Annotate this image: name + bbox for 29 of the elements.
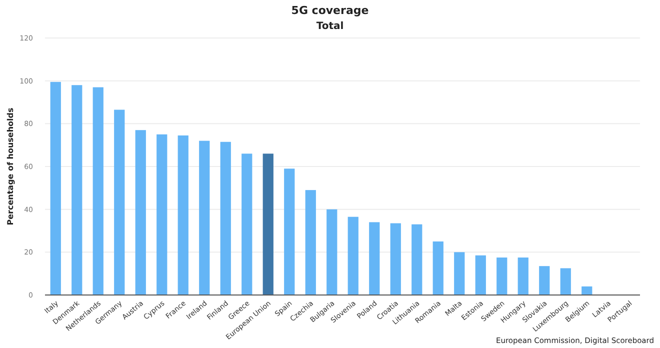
bar [305, 190, 316, 295]
bar [560, 268, 571, 295]
bar [156, 134, 168, 295]
bar [114, 110, 125, 295]
bar [262, 154, 274, 295]
bar [369, 222, 380, 295]
bar [92, 87, 104, 295]
bar [582, 286, 592, 295]
bar [348, 216, 358, 295]
bar [199, 140, 210, 295]
bar [412, 224, 422, 295]
bar [72, 85, 82, 295]
chart-title: 5G coverage [291, 4, 369, 17]
bar [454, 252, 465, 295]
bar [220, 142, 231, 295]
bar [284, 168, 295, 295]
bar [135, 130, 146, 295]
bar [496, 258, 508, 295]
bar [178, 135, 188, 295]
bar [539, 266, 550, 295]
bar [50, 82, 61, 295]
bar [432, 241, 444, 295]
y-axis-title: Percentage of households [6, 108, 15, 226]
bar [242, 154, 252, 295]
bar [518, 258, 528, 295]
bar [326, 209, 338, 295]
chart-subtitle: Total [316, 21, 344, 32]
bar [390, 223, 401, 295]
bar [475, 255, 486, 295]
